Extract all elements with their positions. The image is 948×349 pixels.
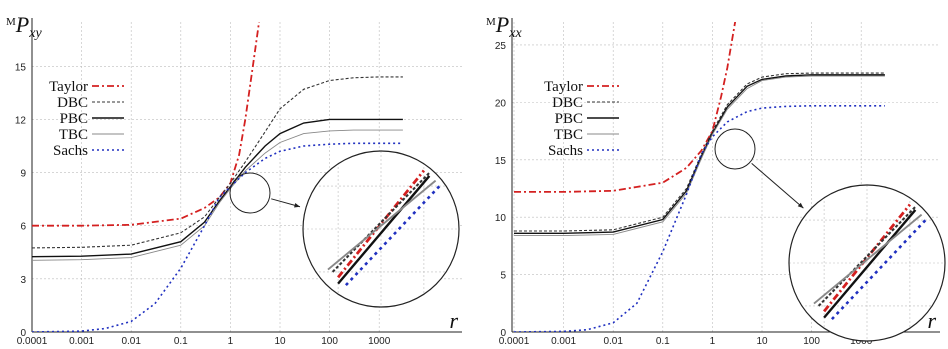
inset-series-dbc: [331, 172, 431, 273]
y-tick-label: 0: [20, 328, 26, 339]
focus-circle: [229, 172, 271, 214]
legend-label: Taylor: [544, 79, 583, 95]
zoom-arrow-head: [797, 202, 804, 209]
inset-series-pbc: [337, 175, 431, 285]
x-tick-label: 0.1: [174, 336, 188, 347]
y-tick-label: 20: [495, 98, 507, 109]
inset-border: [788, 184, 946, 342]
focus-circle: [714, 128, 756, 170]
legend-label: PBC: [60, 111, 88, 127]
legend-label: Sachs: [548, 143, 583, 159]
inset-border: [302, 150, 460, 308]
x-tick-label: 0.0001: [499, 336, 530, 347]
inset-zoom: [789, 185, 945, 341]
inset-series-dbc: [817, 206, 917, 307]
series-line-pbc: [514, 74, 885, 234]
chart-pxx-svg: 0.0001 0.001 0.01 0.1 1 10 100 1000 0 5 10 15 20 25MP…: [486, 12, 946, 347]
legend-label: TBC: [554, 127, 583, 143]
series-group: [513, 22, 885, 332]
x-tick-label: 0.0001: [17, 336, 48, 347]
inset-series-tbc: [327, 179, 437, 271]
legend-label: PBC: [555, 111, 583, 127]
chart-panel-pxy: 0.0001 0.001 0.01 0.1 1 10 100 1000 0 3 6 9 12 15 MPxy…: [6, 12, 462, 347]
x-tick-label: 10: [756, 336, 768, 347]
x-tick-label: 0.01: [603, 336, 623, 347]
y-tick-label: 3: [20, 275, 26, 286]
series-line-pbc: [32, 118, 403, 258]
y-tick-label: 6: [20, 222, 26, 233]
y-tick-label: 0: [500, 328, 506, 339]
y-tick-label: 15: [15, 62, 27, 73]
legend-label: Taylor: [49, 79, 88, 95]
series-line-tbc: [514, 75, 885, 237]
inset-series-sachs: [830, 219, 927, 321]
series-line-sachs: [32, 142, 403, 332]
x-tick-label: 1000: [368, 336, 391, 347]
x-tick-label: 1000: [850, 336, 873, 347]
inset-zoom: [303, 151, 459, 307]
x-axis-label: r: [449, 308, 458, 333]
series-line-dbc: [514, 72, 885, 232]
inset-series-sachs: [344, 185, 441, 287]
x-tick-label: 0.1: [656, 336, 670, 347]
legend-label: TBC: [59, 127, 88, 143]
series-line-dbc: [32, 76, 403, 249]
series-line-sachs: [513, 105, 885, 332]
x-tick-label: 1: [710, 336, 716, 347]
x-tick-label: 100: [803, 336, 820, 347]
inset-series-tbc: [813, 213, 923, 305]
series-group: [32, 22, 403, 332]
x-tick-label: 0.001: [69, 336, 94, 347]
y-tick-label: 5: [500, 271, 506, 282]
legend-label: DBC: [552, 95, 583, 111]
zoom-arrow-head: [294, 203, 301, 208]
x-axis-label: r: [927, 308, 936, 333]
inset-series-pbc: [823, 209, 917, 319]
x-tick-label: 100: [321, 336, 338, 347]
x-tick-label: 10: [274, 336, 286, 347]
y-tick-label: 10: [495, 213, 507, 224]
series-line-tbc: [32, 129, 403, 261]
y-axis-label: MPxx: [486, 12, 522, 41]
series-line-taylor: [514, 22, 737, 193]
y-tick-label: 15: [495, 156, 507, 167]
legend-label: DBC: [57, 95, 88, 111]
y-tick-label: 12: [15, 115, 27, 126]
y-axis-label: MPxy: [6, 12, 42, 41]
legend-label: Sachs: [53, 143, 88, 159]
x-tick-label: 0.001: [551, 336, 576, 347]
zoom-arrow: [751, 163, 804, 209]
chart-pxy-svg: 0.0001 0.001 0.01 0.1 1 10 100 1000 0 3 6 9 12 15 MPxy…: [6, 12, 462, 347]
chart-panel-pxx: 0.0001 0.001 0.01 0.1 1 10 100 1000 0 5 10 15 20 25 MP…: [474, 0, 948, 349]
y-tick-label: 9: [20, 169, 26, 180]
x-tick-label: 1: [228, 336, 234, 347]
x-tick-label: 0.01: [121, 336, 141, 347]
y-tick-label: 25: [495, 41, 507, 52]
